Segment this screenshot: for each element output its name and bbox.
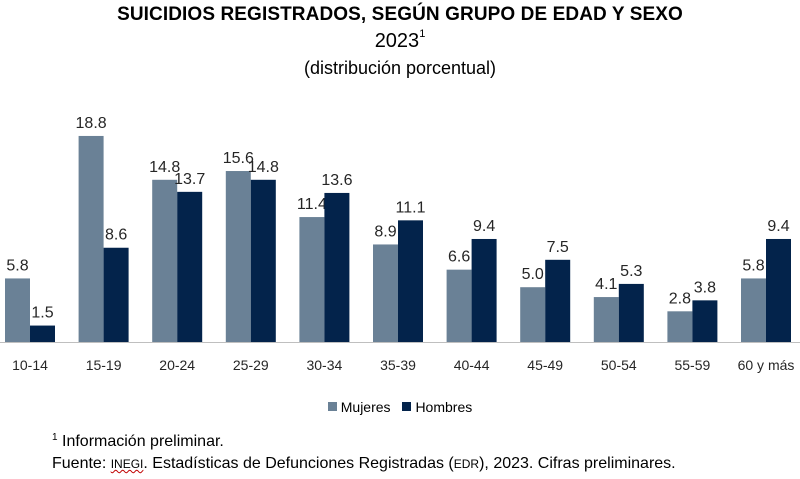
- data-label-hombres-10-14: 1.5: [31, 305, 53, 322]
- chart-subtitle: (distribución porcentual): [303, 58, 497, 78]
- data-label-hombres-55-59: 3.8: [694, 279, 716, 296]
- x-tick-label-10-14: 10-14: [12, 357, 48, 373]
- legend-label-hombres: Hombres: [415, 398, 473, 415]
- bar-chart: 5.81.510-1418.88.615-1914.813.720-2415.6…: [0, 115, 800, 373]
- data-label-mujeres-45-49: 5.0: [522, 266, 544, 283]
- x-tick-label-25-29: 25-29: [233, 357, 269, 373]
- data-label-mujeres-15-19: 18.8: [76, 115, 107, 132]
- bar-hombres-50-54: [618, 283, 644, 342]
- bar-hombres-55-59: [692, 300, 718, 342]
- data-label-hombres-45-49: 7.5: [547, 239, 569, 256]
- data-label-mujeres-50-54: 4.1: [595, 276, 617, 293]
- bar-hombres-40-44: [471, 238, 497, 342]
- bar-mujeres-60-y-m-s: [741, 278, 766, 342]
- footnote: 1 Información preliminar.: [52, 432, 224, 451]
- source-org: INEGI: [110, 457, 144, 471]
- data-label-mujeres-20-24: 14.8: [149, 159, 180, 176]
- source-acronym: EDR: [453, 457, 480, 471]
- bar-mujeres-40-44: [446, 269, 472, 342]
- data-label-hombres-50-54: 5.3: [620, 263, 642, 280]
- bar-mujeres-10-14: [5, 278, 30, 342]
- bar-hombres-15-19: [103, 247, 129, 342]
- bar-hombres-45-49: [545, 259, 571, 342]
- legend: Mujeres Hombres: [0, 398, 800, 415]
- x-tick-label-35-39: 35-39: [380, 357, 416, 373]
- bar-mujeres-25-29: [225, 171, 251, 342]
- x-tick-label-45-49: 45-49: [527, 357, 563, 373]
- data-label-mujeres-60-y-m-s: 5.8: [742, 257, 764, 274]
- footnote-text: Información preliminar.: [57, 433, 224, 450]
- legend-item-mujeres: Mujeres: [327, 398, 391, 415]
- data-label-mujeres-35-39: 8.9: [374, 223, 396, 240]
- data-label-hombres-40-44: 9.4: [473, 218, 495, 235]
- source-note: Fuente: INEGI. Estadísticas de Defuncion…: [52, 455, 676, 473]
- data-label-hombres-20-24: 13.7: [174, 171, 205, 188]
- data-label-hombres-25-29: 14.8: [248, 159, 279, 176]
- data-label-hombres-15-19: 8.6: [105, 227, 127, 244]
- x-tick-label-15-19: 15-19: [86, 357, 122, 373]
- data-label-hombres-60-y-m-s: 9.4: [767, 218, 789, 235]
- bar-mujeres-55-59: [667, 311, 693, 342]
- bar-mujeres-50-54: [593, 297, 619, 342]
- bar-hombres-60-y-m-s: [766, 238, 791, 342]
- x-tick-label-30-34: 30-34: [306, 357, 342, 373]
- data-label-mujeres-30-34: 11.4: [297, 196, 327, 213]
- data-label-mujeres-25-29: 15.6: [223, 150, 254, 167]
- year-text: 2023: [374, 30, 420, 52]
- source-suffix: ), 2023. Cifras preliminares.: [479, 455, 676, 472]
- source-prefix: Fuente:: [52, 455, 111, 472]
- legend-item-hombres: Hombres: [402, 399, 472, 415]
- year-footnote-mark: 1: [419, 28, 426, 40]
- x-tick-label-55-59: 55-59: [674, 357, 710, 373]
- data-label-hombres-35-39: 11.1: [396, 199, 426, 216]
- bar-hombres-10-14: [30, 325, 55, 342]
- x-tick-label-60-y-m-s: 60 y más: [738, 357, 795, 373]
- footnote-mark: 1: [52, 432, 58, 443]
- data-label-mujeres-55-59: 2.8: [669, 290, 691, 307]
- bar-mujeres-15-19: [78, 135, 104, 342]
- x-tick-label-50-54: 50-54: [601, 357, 637, 373]
- chart-title: SUICIDIOS REGISTRADOS, SEGÚN GRUPO DE ED…: [117, 4, 683, 25]
- data-label-hombres-30-34: 13.6: [321, 172, 352, 189]
- bar-hombres-35-39: [398, 220, 423, 342]
- bar-hombres-20-24: [177, 191, 203, 342]
- bar-mujeres-45-49: [520, 287, 546, 342]
- bar-mujeres-35-39: [373, 244, 398, 342]
- x-tick-label-20-24: 20-24: [159, 357, 195, 373]
- bar-hombres-30-34: [324, 192, 350, 342]
- legend-swatch-hombres: [402, 402, 412, 411]
- legend-label-mujeres: Mujeres: [340, 398, 391, 415]
- source-middle: . Estadísticas de Defunciones Registrada…: [143, 455, 454, 472]
- chart-year: 20231: [0, 28, 800, 53]
- data-label-mujeres-40-44: 6.6: [448, 249, 470, 266]
- bar-hombres-25-29: [250, 179, 276, 342]
- x-tick-label-40-44: 40-44: [454, 357, 490, 373]
- bar-mujeres-30-34: [299, 217, 325, 342]
- data-label-mujeres-10-14: 5.8: [6, 257, 28, 274]
- bar-mujeres-20-24: [152, 179, 178, 342]
- legend-swatch-mujeres: [327, 402, 337, 411]
